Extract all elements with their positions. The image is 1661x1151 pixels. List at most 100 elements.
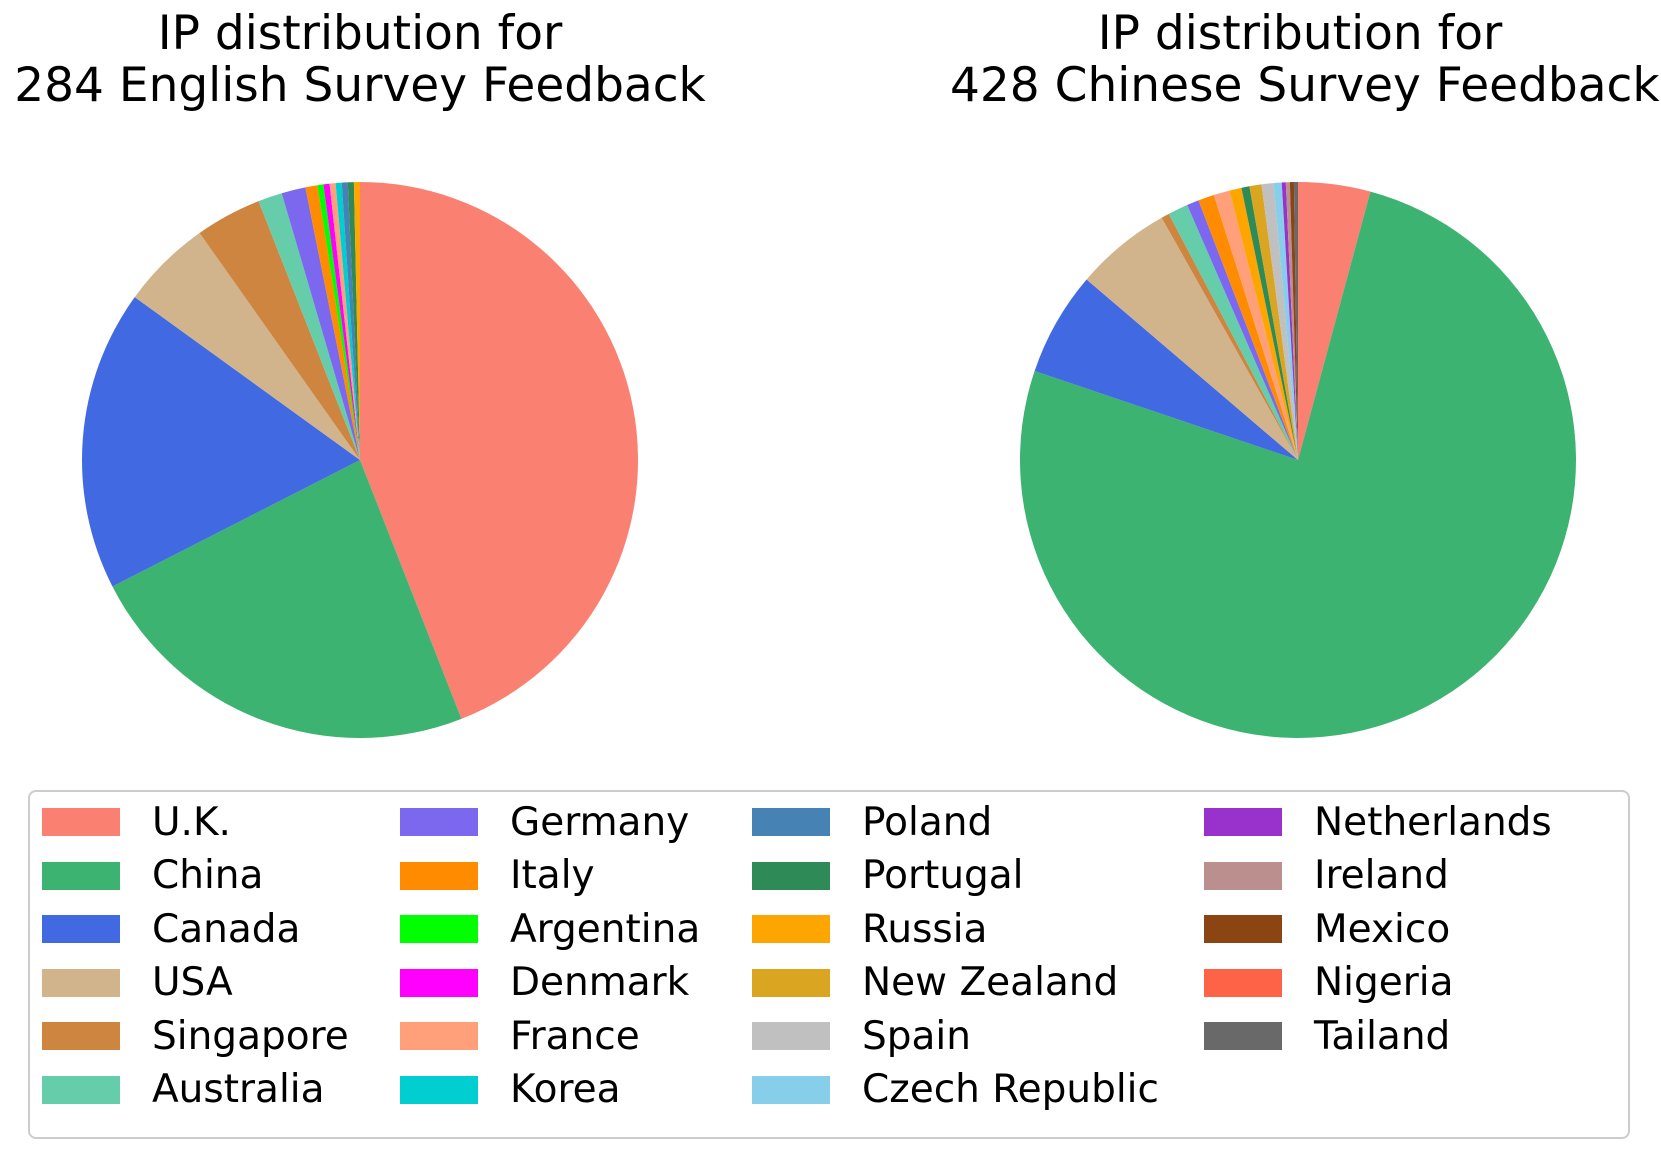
legend-item-poland: Poland (752, 794, 992, 850)
legend-swatch (1204, 1022, 1282, 1050)
legend-item-canada: Canada (42, 901, 300, 957)
pie-slice-mexico (1289, 182, 1298, 460)
legend-label: Portugal (862, 853, 1024, 898)
legend-item-italy: Italy (400, 848, 595, 904)
pie-slice-china (1019, 191, 1576, 738)
legend-label: USA (152, 960, 233, 1005)
pie-slice-new-zealand (1249, 184, 1298, 460)
legend-swatch (1204, 861, 1282, 890)
pie-slice-singapore (1161, 213, 1298, 460)
legend-swatch (752, 1075, 830, 1104)
legend-swatch (42, 915, 120, 943)
legend-label: Ireland (1314, 853, 1449, 898)
legend-item-tailand: Tailand (1204, 1008, 1450, 1064)
legend-label: U.K. (152, 799, 231, 845)
legend-swatch (42, 1022, 120, 1050)
legend-item-ireland: Ireland (1204, 848, 1449, 904)
legend-label: Czech Republic (862, 1067, 1159, 1112)
legend-swatch (400, 968, 478, 997)
legend-label: Australia (152, 1067, 325, 1112)
legend-item-argentina: Argentina (400, 901, 700, 957)
legend-swatch (42, 861, 120, 890)
pie-slice-canada (1034, 279, 1298, 460)
pie-slice-china (112, 460, 462, 739)
pie-slice-france (1213, 190, 1298, 460)
legend-item-france: France (400, 1008, 640, 1064)
pie-chart-english (81, 182, 639, 739)
pie-slice-denmark (323, 183, 360, 460)
legend-swatch (752, 1022, 830, 1050)
legend-item-spain: Spain (752, 1008, 971, 1064)
legend-swatch (42, 1075, 120, 1104)
legend-swatch (1204, 915, 1282, 943)
legend-label: Italy (510, 853, 595, 898)
pie-slice-poland (341, 182, 360, 460)
legend-item-denmark: Denmark (400, 955, 689, 1011)
pie-slice-usa (134, 232, 360, 460)
legend-item-china: China (42, 848, 263, 904)
pie-slice-russia (353, 182, 360, 460)
pie-slice-u-k (1298, 182, 1371, 460)
pie-slice-france (329, 183, 360, 460)
legend-label: Argentina (510, 906, 701, 952)
legend-label: Korea (510, 1067, 621, 1112)
pie-slice-italy (305, 185, 360, 460)
legend: U.K. China Canada USA Singapore Australia Germ… (28, 790, 1630, 1139)
legend-label: Singapore (152, 1013, 349, 1059)
legend-swatch (42, 968, 120, 997)
legend-item-australia: Australia (42, 1062, 325, 1118)
legend-label: China (152, 853, 264, 898)
pie-slice-u-k (360, 182, 639, 719)
legend-label: Tailand (1314, 1013, 1451, 1059)
pie-slice-ireland (1285, 182, 1298, 460)
legend-swatch (1204, 968, 1282, 997)
legend-label: Mexico (1314, 906, 1451, 952)
pie-slice-russia (1229, 187, 1298, 460)
pie-chart-chinese (1019, 182, 1576, 738)
chart-title-line2: 284 English Survey Feedback (14, 58, 706, 113)
pie-slice-usa (1086, 217, 1298, 460)
legend-swatch (400, 1075, 478, 1104)
chart-title-line1: IP distribution for (1097, 6, 1503, 61)
legend-item-portugal: Portugal (752, 848, 1024, 904)
legend-swatch (400, 915, 478, 943)
legend-swatch (42, 808, 120, 836)
pie-slice-portugal (1241, 186, 1298, 460)
pie-slice-czech-republic (1273, 182, 1298, 461)
legend-label: New Zealand (862, 960, 1119, 1005)
legend-label: Poland (862, 799, 993, 845)
legend-label: Germany (510, 799, 690, 845)
legend-swatch (400, 808, 478, 836)
pie-slice-portugal (347, 182, 360, 460)
legend-label: Spain (862, 1013, 971, 1059)
legend-item-new-zealand: New Zealand (752, 955, 1118, 1011)
pie-slice-tailand (1293, 182, 1298, 460)
legend-label: Canada (152, 906, 301, 952)
legend-item-korea: Korea (400, 1062, 621, 1118)
legend-item-russia: Russia (752, 901, 987, 957)
legend-label: France (510, 1013, 640, 1059)
pie-slice-spain (1261, 183, 1298, 460)
pie-slice-germany (1187, 200, 1298, 460)
pie-slice-netherlands (1281, 182, 1298, 460)
chart-title-english: IP distribution for 284 English Survey F… (10, 8, 710, 112)
legend-swatch (1204, 808, 1282, 836)
pie-slice-singapore (199, 201, 360, 460)
legend-swatch (752, 808, 830, 836)
legend-item-u-k: U.K. (42, 794, 231, 850)
chart-title-line2: 428 Chinese Survey Feedback (950, 58, 1660, 113)
legend-swatch (400, 861, 478, 890)
legend-item-germany: Germany (400, 794, 689, 850)
chart-title-chinese: IP distribution for 428 Chinese Survey F… (950, 6, 1660, 113)
pie-slice-korea (335, 182, 360, 460)
pie-slice-italy (1198, 195, 1298, 461)
pie-slice-argentina (317, 184, 360, 460)
legend-swatch (752, 861, 830, 890)
pie-slice-australia (1168, 205, 1298, 460)
legend-item-nigeria: Nigeria (1204, 955, 1454, 1011)
pie-slice-australia (258, 193, 360, 460)
legend-swatch (752, 915, 830, 943)
chart-title-line1: IP distribution for (157, 6, 563, 61)
legend-label: Russia (862, 906, 988, 952)
legend-item-czech-republic: Czech Republic (752, 1062, 1159, 1118)
